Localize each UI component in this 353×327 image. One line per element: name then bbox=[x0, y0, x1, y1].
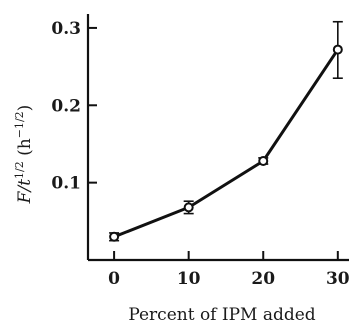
data-point bbox=[183, 202, 194, 213]
y-title-unit: (h bbox=[15, 138, 35, 161]
tick-labels: 0 10 20 30 0.1 0.2 0.3 bbox=[51, 19, 349, 289]
data-point bbox=[109, 231, 120, 242]
series bbox=[109, 20, 343, 242]
x-tick-label: 0 bbox=[108, 269, 120, 289]
ticks bbox=[88, 26, 339, 260]
y-axis-title: F/t1/2 (h−1/2) bbox=[13, 105, 35, 205]
data-point bbox=[258, 155, 269, 166]
data-point bbox=[332, 44, 343, 55]
y-title-close: ) bbox=[15, 105, 35, 112]
x-tick-label: 20 bbox=[251, 269, 275, 289]
axes bbox=[86, 14, 349, 262]
y-title-unit-exponent: −1/2 bbox=[13, 111, 26, 138]
x-tick-label: 30 bbox=[326, 269, 350, 289]
y-title-exponent: 1/2 bbox=[13, 161, 26, 179]
series-line bbox=[113, 48, 340, 239]
x-tick-label: 10 bbox=[177, 269, 201, 289]
y-tick-label: 0.1 bbox=[51, 174, 81, 194]
y-tick-label: 0.3 bbox=[51, 19, 81, 39]
y-title-main: F/t bbox=[15, 179, 35, 205]
y-tick-label: 0.2 bbox=[51, 96, 81, 116]
x-axis-title: Percent of IPM added bbox=[128, 305, 315, 325]
